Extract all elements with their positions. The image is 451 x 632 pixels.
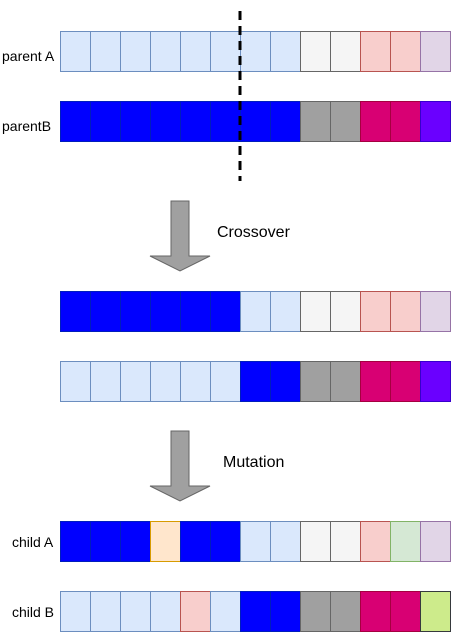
- gene-cell: [210, 361, 241, 402]
- gene-cell: [330, 521, 361, 562]
- gene-cell: [300, 361, 331, 402]
- child-b-label: child B: [12, 604, 54, 620]
- crossover-a-chromosome: [60, 291, 451, 332]
- gene-cell: [90, 591, 121, 632]
- gene-cell: [60, 291, 91, 332]
- gene-cell: [60, 521, 91, 562]
- gene-cell: [330, 101, 361, 142]
- gene-cell: [180, 31, 211, 72]
- gene-cell: [420, 291, 451, 332]
- gene-cell: [210, 291, 241, 332]
- gene-cell: [240, 591, 271, 632]
- parent-b-chromosome: [60, 101, 451, 142]
- gene-cell: [270, 291, 301, 332]
- gene-cell: [420, 101, 451, 142]
- parent-a-chromosome: [60, 31, 451, 72]
- gene-cell: [420, 361, 451, 402]
- gene-cell: [120, 31, 151, 72]
- gene-cell: [390, 31, 421, 72]
- gene-cell: [270, 591, 301, 632]
- gene-cell: [390, 101, 421, 142]
- parent-b-label: parentB: [2, 118, 51, 134]
- gene-cell: [390, 291, 421, 332]
- crossover-arrow-icon: [149, 200, 211, 272]
- gene-cell: [300, 521, 331, 562]
- gene-cell: [240, 521, 271, 562]
- gene-cell: [360, 291, 391, 332]
- gene-cell: [210, 101, 241, 142]
- gene-cell: [210, 31, 241, 72]
- gene-cell: [90, 361, 121, 402]
- gene-cell: [150, 591, 181, 632]
- gene-cell: [90, 31, 121, 72]
- gene-cell: [90, 101, 121, 142]
- gene-cell: [390, 521, 421, 562]
- gene-cell: [360, 521, 391, 562]
- gene-cell: [90, 521, 121, 562]
- gene-cell: [180, 291, 211, 332]
- gene-cell: [60, 361, 91, 402]
- gene-cell: [90, 291, 121, 332]
- gene-cell: [180, 591, 211, 632]
- gene-cell: [420, 31, 451, 72]
- gene-cell: [240, 361, 271, 402]
- gene-cell: [390, 591, 421, 632]
- gene-cell: [300, 101, 331, 142]
- gene-cell: [360, 361, 391, 402]
- gene-cell: [150, 291, 181, 332]
- gene-cell: [270, 31, 301, 72]
- gene-cell: [360, 591, 391, 632]
- gene-cell: [270, 361, 301, 402]
- mutation-arrow-icon: [149, 430, 211, 502]
- chromosome-rows: [60, 31, 451, 632]
- child-b-chromosome: [60, 591, 451, 632]
- gene-cell: [330, 31, 361, 72]
- child-a-label: child A: [12, 534, 54, 550]
- mutation-step-label: Mutation: [223, 454, 284, 471]
- gene-cell: [120, 361, 151, 402]
- gene-cell: [240, 101, 271, 142]
- gene-cell: [120, 101, 151, 142]
- child-a-chromosome: [60, 521, 451, 562]
- gene-cell: [330, 361, 361, 402]
- gene-cell: [420, 591, 451, 632]
- gene-cell: [120, 521, 151, 562]
- gene-cell: [300, 31, 331, 72]
- gene-cell: [270, 101, 301, 142]
- gene-cell: [60, 591, 91, 632]
- crossover-step-label: Crossover: [217, 224, 291, 241]
- gene-cell: [150, 31, 181, 72]
- gene-cell: [210, 521, 241, 562]
- parent-a-label: parent A: [2, 48, 55, 64]
- gene-cell: [210, 591, 241, 632]
- gene-cell: [120, 291, 151, 332]
- gene-cell: [420, 521, 451, 562]
- gene-cell: [180, 521, 211, 562]
- gene-cell: [60, 101, 91, 142]
- gene-cell: [390, 361, 421, 402]
- gene-cell: [60, 31, 91, 72]
- gene-cell: [180, 361, 211, 402]
- gene-cell: [330, 591, 361, 632]
- gene-cell: [360, 101, 391, 142]
- gene-cell: [180, 101, 211, 142]
- gene-cell: [240, 291, 271, 332]
- crossover-b-chromosome: [60, 361, 451, 402]
- gene-cell: [240, 31, 271, 72]
- gene-cell: [300, 591, 331, 632]
- gene-cell: [300, 291, 331, 332]
- gene-cell: [150, 521, 181, 562]
- gene-cell: [270, 521, 301, 562]
- gene-cell: [120, 591, 151, 632]
- gene-cell: [150, 101, 181, 142]
- gene-cell: [360, 31, 391, 72]
- gene-cell: [150, 361, 181, 402]
- gene-cell: [330, 291, 361, 332]
